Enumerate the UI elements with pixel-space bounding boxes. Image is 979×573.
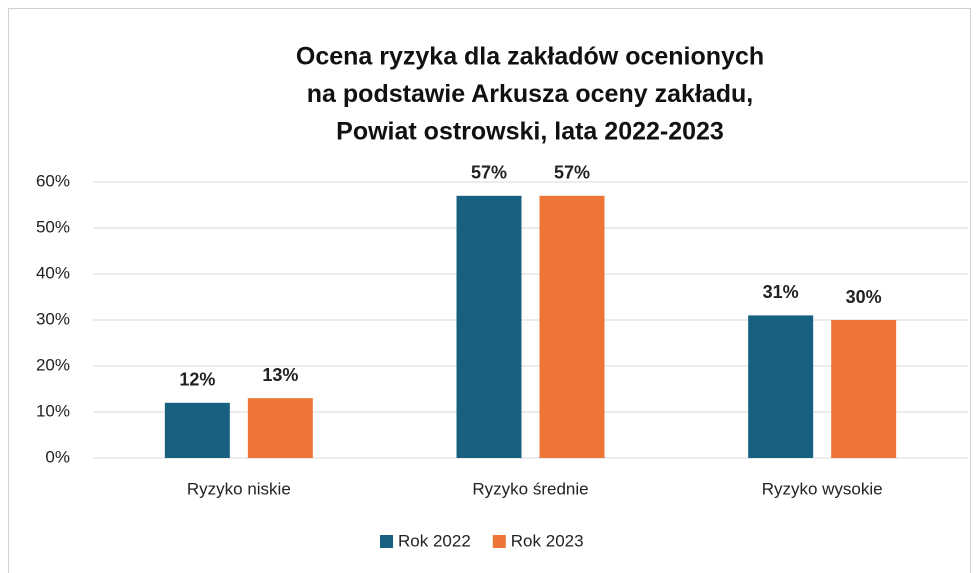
bar	[748, 315, 814, 458]
chart-title: Ocena ryzyka dla zakładów ocenionych	[296, 43, 764, 71]
value-label: 30%	[846, 287, 882, 307]
y-tick-label: 30%	[36, 309, 70, 328]
chart-title: Powiat ostrowski, lata 2022-2023	[336, 118, 724, 146]
x-tick-label: Ryzyko wysokie	[762, 479, 883, 498]
bar	[164, 402, 230, 458]
y-tick-label: 10%	[36, 401, 70, 420]
legend-swatch	[492, 535, 506, 548]
y-tick-label: 20%	[36, 355, 70, 374]
legend-swatch	[380, 535, 393, 548]
y-tick-label: 60%	[36, 171, 70, 190]
value-label: 57%	[554, 163, 590, 183]
x-tick-label: Ryzyko niskie	[187, 479, 291, 498]
value-label: 57%	[471, 163, 507, 183]
bar	[247, 398, 313, 458]
value-label: 31%	[763, 282, 799, 302]
bar	[539, 195, 605, 459]
value-label: 12%	[179, 370, 215, 390]
y-tick-label: 40%	[36, 263, 70, 282]
bar	[831, 320, 897, 458]
x-tick-label: Ryzyko średnie	[472, 479, 588, 498]
y-tick-label: 0%	[45, 447, 70, 466]
legend-label: Rok 2022	[398, 531, 471, 550]
value-label: 13%	[262, 365, 298, 385]
y-tick-label: 50%	[36, 217, 70, 236]
chart-title: na podstawie Arkusza oceny zakładu,	[307, 80, 753, 108]
legend-label: Rok 2023	[511, 531, 584, 550]
bar	[456, 195, 522, 459]
